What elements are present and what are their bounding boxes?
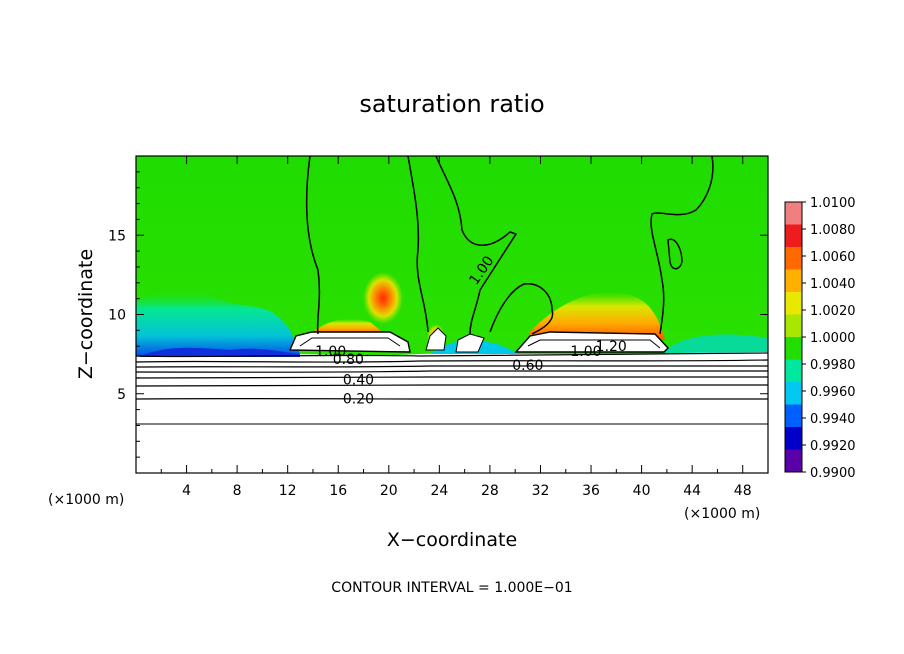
contour-label: 0.20 bbox=[343, 392, 374, 408]
colorbar-swatch bbox=[785, 247, 802, 270]
x-tick-label: 44 bbox=[683, 483, 701, 499]
colorbar-swatch bbox=[785, 337, 802, 360]
cyan-region-right bbox=[660, 334, 768, 354]
colorbar-label: 1.0020 bbox=[810, 304, 856, 319]
chart-title: saturation ratio bbox=[359, 90, 544, 118]
contour-1.00-d bbox=[489, 283, 554, 335]
colorbar-swatch bbox=[785, 292, 802, 315]
y-axis-label: Z−coordinate bbox=[75, 249, 97, 379]
contour-label: 0.40 bbox=[343, 372, 374, 388]
x-tick-label: 24 bbox=[430, 483, 448, 499]
contour-label: 1.20 bbox=[596, 339, 627, 355]
colorbar-label: 1.0080 bbox=[810, 223, 856, 238]
contour-1.00-f bbox=[667, 238, 683, 270]
colorbar-label: 1.0100 bbox=[810, 196, 856, 211]
contour-label: 0.60 bbox=[512, 358, 543, 374]
colorbar-swatch bbox=[785, 269, 802, 293]
colorbar-label: 1.0040 bbox=[810, 277, 856, 292]
y-axis: 5 10 15 bbox=[108, 171, 768, 458]
x-tick-label: 28 bbox=[481, 483, 499, 499]
colorbar-swatch bbox=[785, 404, 802, 428]
contour-interval: CONTOUR INTERVAL = 1.000E−01 bbox=[331, 580, 572, 596]
contour-1.00-a bbox=[305, 156, 321, 335]
contour-label: 1.00 bbox=[315, 344, 346, 360]
colorbar-swatch bbox=[785, 382, 802, 405]
contour-1.00-e bbox=[650, 156, 714, 335]
colorbar-swatch bbox=[785, 202, 802, 225]
colorbar-swatch bbox=[785, 359, 802, 383]
colorbar-label: 0.9960 bbox=[810, 385, 856, 400]
x-tick-label: 12 bbox=[279, 483, 297, 499]
contour-1.00-b bbox=[407, 156, 429, 333]
y-tick-label: 5 bbox=[117, 387, 126, 403]
y-tick-label: 15 bbox=[108, 228, 126, 244]
plot-area bbox=[136, 156, 768, 473]
cloud-patch-left bbox=[288, 331, 411, 353]
y-tick-label: 10 bbox=[108, 308, 126, 324]
cloud-patch-right bbox=[514, 331, 669, 353]
x-tick-label: 32 bbox=[532, 483, 550, 499]
contour-label: 1.00 bbox=[570, 344, 601, 360]
colorbar-label: 0.9920 bbox=[810, 439, 856, 454]
x-tick-label: 16 bbox=[329, 483, 347, 499]
colorbar-swatch bbox=[785, 427, 802, 450]
cyan-region-left bbox=[136, 288, 300, 356]
hot-spot-20 bbox=[363, 272, 403, 324]
x-tick-label: 8 bbox=[233, 483, 242, 499]
x-tick-label: 20 bbox=[380, 483, 398, 499]
cloud-patch-mid bbox=[455, 333, 485, 353]
colorbar-swatch bbox=[785, 314, 802, 338]
contour-1.00-c bbox=[435, 156, 518, 335]
x-tick-label: 4 bbox=[182, 483, 191, 499]
colorbar-label: 0.9940 bbox=[810, 412, 856, 427]
x-tick-label: 48 bbox=[734, 483, 752, 499]
contour-label: 0.80 bbox=[333, 352, 364, 368]
x-unit-label: (×1000 m) bbox=[684, 506, 760, 522]
colorbar-label: 0.9900 bbox=[810, 466, 856, 481]
z-unit-label: (×1000 m) bbox=[48, 492, 124, 508]
x-axis: 4 8 12 16 20 24 28 32 36 40 44 48 bbox=[160, 156, 752, 499]
cloud-patch-24 bbox=[425, 327, 447, 351]
colorbar-label: 1.0060 bbox=[810, 250, 856, 265]
x-tick-label: 40 bbox=[633, 483, 651, 499]
contour-labels: 1.001.000.80 0.600.400.201.001.20 bbox=[315, 253, 627, 407]
colorbar-label: 1.0000 bbox=[810, 331, 856, 346]
orange-band-left bbox=[310, 318, 385, 334]
orange-band-right bbox=[530, 291, 665, 340]
colorbar: 1.0100 1.0080 1.0060 1.0040 1.0020 1.0000 0.99… bbox=[784, 196, 856, 481]
colorbar-swatch bbox=[785, 224, 802, 248]
x-axis-label: X−coordinate bbox=[387, 529, 517, 551]
blue-strip-left bbox=[140, 347, 300, 357]
colorbar-swatch bbox=[785, 449, 802, 473]
x-tick-label: 36 bbox=[582, 483, 600, 499]
colorbar-label: 0.9980 bbox=[810, 358, 856, 373]
